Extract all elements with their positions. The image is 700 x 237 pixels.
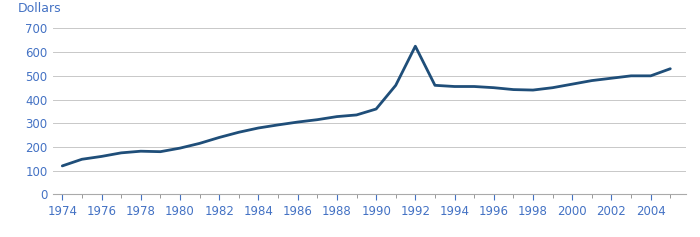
Text: Dollars: Dollars — [18, 2, 62, 15]
